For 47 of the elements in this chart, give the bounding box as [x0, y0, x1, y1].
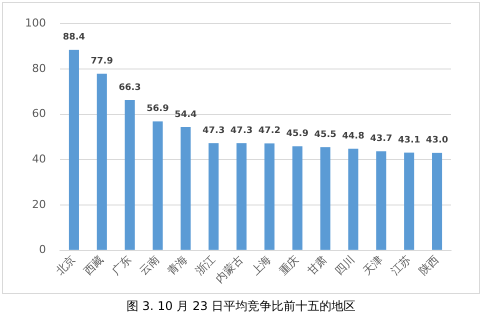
bar: [292, 146, 302, 250]
y-tick-label: 60: [32, 107, 46, 120]
data-label: 44.8: [342, 132, 364, 142]
x-tick-label: 广东: [109, 252, 134, 278]
bar: [432, 152, 442, 250]
x-tick-label: 四川: [332, 252, 358, 278]
x-tick-label: 天津: [360, 252, 386, 278]
data-label: 43.7: [370, 134, 392, 144]
data-label: 66.3: [118, 82, 141, 93]
bar: [180, 126, 191, 250]
data-label: 45.5: [314, 130, 336, 140]
data-label: 88.4: [62, 32, 86, 43]
x-tick-label: 甘肃: [304, 252, 330, 278]
data-label: 47.2: [258, 126, 281, 136]
text: 图 3. 10 月 23 日平均竞争比前十五的地区: [125, 298, 357, 315]
y-tick-label: 100: [24, 16, 46, 30]
x-tick-label: 西藏: [81, 252, 106, 278]
bar: [152, 121, 163, 250]
y-tick-label: 0: [38, 243, 46, 256]
data-label: 47.3: [230, 126, 253, 136]
x-tick-label: 江苏: [388, 252, 414, 278]
data-label: 47.3: [202, 126, 225, 136]
bar: [320, 147, 330, 250]
x-tick-label: 上海: [248, 252, 274, 278]
data-label: 43.0: [426, 136, 448, 146]
x-tick-label: 重庆: [276, 252, 302, 278]
data-label: 43.1: [398, 135, 420, 146]
bar: [348, 148, 358, 250]
data-label: 45.9: [286, 129, 308, 140]
bar: [404, 152, 414, 250]
data-label: 77.9: [90, 56, 113, 67]
x-tick-label: 陕西: [416, 252, 442, 278]
bar: [96, 74, 107, 250]
bar: [264, 143, 274, 250]
y-tick-label: 20: [32, 198, 46, 211]
x-tick-label: 北京: [53, 252, 78, 278]
bar: [236, 143, 247, 250]
bar: [376, 151, 386, 250]
bar: [124, 100, 135, 250]
bar: [68, 50, 79, 250]
data-label: 56.9: [146, 104, 169, 114]
data-label: 54.4: [174, 110, 197, 120]
x-tick-label: 云南: [137, 252, 162, 278]
bar: [208, 143, 219, 250]
y-tick-label: 40: [32, 152, 46, 166]
y-tick-label: 80: [32, 62, 46, 75]
x-tick-label: 青海: [165, 252, 190, 278]
